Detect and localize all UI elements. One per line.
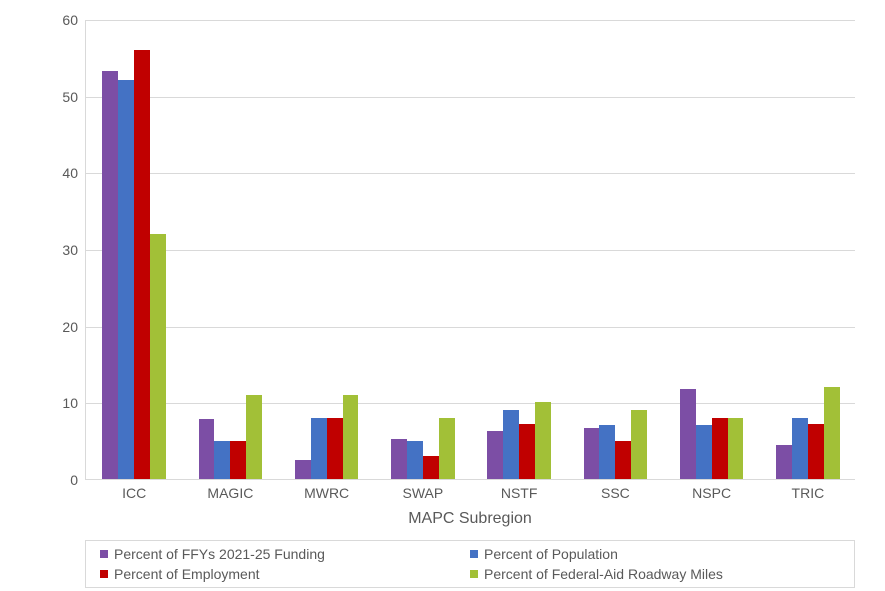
legend-label: Percent of Population	[484, 544, 618, 564]
y-tick-label: 20	[62, 319, 86, 335]
legend-item: Percent of Federal-Aid Roadway Miles	[470, 564, 840, 584]
bar	[808, 424, 824, 479]
plot-area: 0102030405060ICCMAGICMWRCSWAPNSTFSSCNSPC…	[85, 20, 855, 480]
x-tick-label: SSC	[601, 479, 630, 501]
y-tick-label: 0	[70, 472, 86, 488]
bar	[712, 418, 728, 479]
bar-group: MWRC	[279, 20, 375, 479]
bar	[824, 387, 840, 479]
legend-label: Percent of Federal-Aid Roadway Miles	[484, 564, 723, 584]
legend-label: Percent of FFYs 2021-25 Funding	[114, 544, 325, 564]
bar	[246, 395, 262, 479]
bar	[311, 418, 327, 479]
legend-swatch	[100, 570, 108, 578]
bar	[407, 441, 423, 479]
bar	[535, 402, 551, 479]
bar	[295, 460, 311, 479]
legend-swatch	[470, 570, 478, 578]
bar	[343, 395, 359, 479]
bar-group: MAGIC	[182, 20, 278, 479]
bar	[487, 431, 503, 479]
y-tick-label: 30	[62, 242, 86, 258]
legend-label: Percent of Employment	[114, 564, 260, 584]
bar	[503, 410, 519, 479]
bar-group: SWAP	[375, 20, 471, 479]
y-tick-label: 10	[62, 395, 86, 411]
bar	[439, 418, 455, 479]
bar	[423, 456, 439, 479]
y-tick-label: 50	[62, 89, 86, 105]
bar	[102, 71, 118, 479]
bar	[230, 441, 246, 479]
bar	[214, 441, 230, 479]
bar-chart: Percentage Within Region 0102030405060IC…	[0, 0, 885, 591]
bar	[728, 418, 744, 479]
legend-item: Percent of Population	[470, 544, 840, 564]
bar-group: NSPC	[664, 20, 760, 479]
x-tick-label: MAGIC	[207, 479, 253, 501]
y-tick-label: 40	[62, 165, 86, 181]
bar	[696, 425, 712, 479]
legend-swatch	[100, 550, 108, 558]
bar-group: ICC	[86, 20, 182, 479]
bar	[631, 410, 647, 479]
legend-swatch	[470, 550, 478, 558]
bar	[776, 445, 792, 480]
legend-item: Percent of FFYs 2021-25 Funding	[100, 544, 470, 564]
y-tick-label: 60	[62, 12, 86, 28]
x-tick-label: TRIC	[792, 479, 825, 501]
legend-item: Percent of Employment	[100, 564, 470, 584]
bar-group: NSTF	[471, 20, 567, 479]
bar	[519, 424, 535, 479]
bar-group: TRIC	[760, 20, 856, 479]
x-tick-label: NSPC	[692, 479, 731, 501]
x-tick-label: ICC	[122, 479, 146, 501]
legend: Percent of FFYs 2021-25 FundingPercent o…	[85, 540, 855, 588]
bar-group: SSC	[567, 20, 663, 479]
bar	[584, 428, 600, 479]
bar	[134, 50, 150, 479]
bar	[680, 389, 696, 479]
x-tick-label: SWAP	[403, 479, 444, 501]
x-tick-label: MWRC	[304, 479, 349, 501]
bar	[599, 425, 615, 479]
x-axis-label: MAPC Subregion	[85, 510, 855, 528]
bar	[391, 439, 407, 479]
bar	[327, 418, 343, 479]
bar	[150, 234, 166, 479]
x-tick-label: NSTF	[501, 479, 538, 501]
bar	[792, 418, 808, 479]
bar	[199, 419, 215, 479]
bar	[118, 80, 134, 479]
bar	[615, 441, 631, 479]
